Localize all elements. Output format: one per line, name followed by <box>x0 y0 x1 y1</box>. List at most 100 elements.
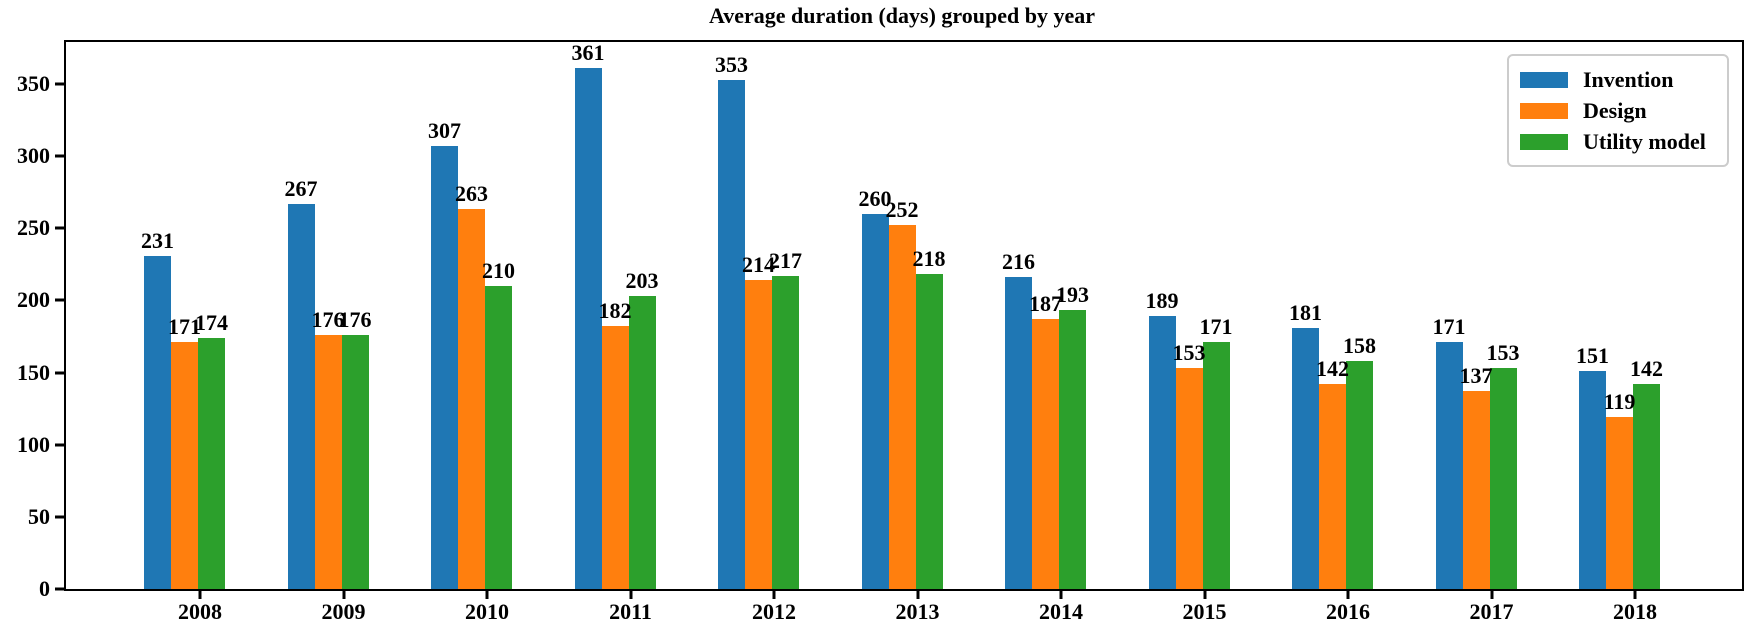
bar-invention-2010 <box>431 146 458 589</box>
bar-value-label: 176 <box>311 307 345 332</box>
bar-value-label: 142 <box>1630 356 1663 381</box>
y-axis-tick <box>55 443 64 447</box>
bar-value-label: 176 <box>338 307 372 332</box>
bar-invention-2017 <box>1435 342 1463 589</box>
bar-invention-2008 <box>144 256 171 589</box>
bar-value-label: 260 <box>858 186 892 211</box>
x-axis-tick <box>916 589 919 599</box>
bar-value-label: 217 <box>769 248 802 273</box>
bar-utility-model-2017 <box>1489 368 1517 589</box>
bar-utility-model-2014 <box>1059 310 1086 589</box>
bar-utility-model-2013 <box>915 274 943 589</box>
bar-design-2012 <box>745 280 772 589</box>
bar-invention-2015 <box>1148 316 1176 589</box>
bar-utility-model-2016 <box>1346 361 1373 589</box>
bar-invention-2016 <box>1292 328 1319 589</box>
bar-design-2018 <box>1606 417 1633 589</box>
bar-design-2008 <box>171 342 198 589</box>
bar-value-label: 231 <box>141 228 174 253</box>
bar-value-label: 353 <box>715 52 748 77</box>
bar-value-label: 214 <box>742 252 775 277</box>
bar-invention-2012 <box>718 80 745 589</box>
bar-value-label: 171 <box>1199 314 1233 339</box>
legend-swatch-invention <box>1520 71 1568 88</box>
bar-design-2017 <box>1462 391 1490 589</box>
y-axis-tick <box>55 226 64 230</box>
bar-value-label: 158 <box>1343 333 1376 358</box>
bar-utility-model-2015 <box>1202 342 1230 589</box>
bar-value-label: 267 <box>284 176 318 201</box>
y-axis-tick <box>55 371 64 374</box>
plot-area: 0 50 100 150 200 250 300 350 2008 2009 2010 2011 201… <box>17 40 1744 624</box>
legend-swatch-design <box>1520 102 1568 119</box>
bar-value-label: 153 <box>1486 340 1520 365</box>
x-tick-label-2014: 2014 <box>1039 599 1083 624</box>
bar-invention-2009 <box>287 204 315 589</box>
x-axis-tick <box>772 589 776 599</box>
x-axis-tick <box>1346 589 1350 599</box>
y-axis-tick <box>55 515 64 519</box>
bar-design-2013 <box>888 225 916 589</box>
bar-invention-2018 <box>1579 371 1606 589</box>
x-tick-label-2017: 2017 <box>1469 599 1514 624</box>
bar-value-label: 218 <box>912 246 946 271</box>
x-tick-label-2016: 2016 <box>1326 599 1370 624</box>
y-tick-label: 250 <box>17 215 50 241</box>
x-axis-tick <box>1633 589 1637 599</box>
bar-value-label: 171 <box>1432 314 1466 339</box>
bar-invention-2013 <box>861 214 889 589</box>
legend-item-design: Design <box>1520 95 1721 126</box>
chart-title: Average duration (days) grouped by year <box>708 3 1095 28</box>
y-tick-label: 300 <box>17 143 50 169</box>
bar-value-label: 187 <box>1029 291 1062 316</box>
y-tick-label: 100 <box>17 431 50 457</box>
bar-value-label: 181 <box>1289 300 1322 325</box>
bar-value-label: 203 <box>625 268 659 293</box>
legend-swatch-utility-model <box>1520 133 1568 150</box>
y-tick-label: 150 <box>17 359 50 385</box>
y-tick-label: 200 <box>17 287 50 313</box>
legend-label-utility-model: Utility model <box>1583 128 1706 154</box>
x-tick-label-2011: 2011 <box>609 599 652 624</box>
x-tick-label-2010: 2010 <box>465 599 509 624</box>
bar-utility-model-2011 <box>628 296 656 589</box>
y-tick-label: 50 <box>28 503 50 529</box>
y-axis-tick <box>55 154 64 158</box>
bar-value-label: 307 <box>428 118 461 143</box>
x-axis-tick <box>1203 589 1206 599</box>
x-tick-label-2013: 2013 <box>895 599 940 624</box>
legend-label-design: Design <box>1583 97 1647 123</box>
bar-value-label: 189 <box>1145 288 1179 313</box>
y-tick-label: 0 <box>39 576 50 601</box>
bar-value-label: 171 <box>168 314 201 339</box>
bar-value-label: 151 <box>1576 343 1609 368</box>
bar-value-label: 119 <box>1603 389 1636 414</box>
x-tick-label-2018: 2018 <box>1613 599 1657 624</box>
bar-utility-model-2009 <box>341 335 369 589</box>
bar-value-label: 137 <box>1459 363 1493 388</box>
legend-item-invention: Invention <box>1520 64 1721 95</box>
bar-design-2014 <box>1032 319 1059 589</box>
bar-value-label: 153 <box>1172 340 1206 365</box>
x-axis-tick <box>485 589 489 599</box>
y-axis-tick <box>55 82 64 86</box>
x-axis-tick <box>629 589 632 599</box>
bar-utility-model-2018 <box>1633 384 1660 589</box>
bar-design-2010 <box>458 209 485 589</box>
x-tick-label-2015: 2015 <box>1182 599 1227 624</box>
bar-design-2011 <box>601 326 629 589</box>
y-axis-tick <box>55 587 64 591</box>
legend-item-utility-model: Utility model <box>1520 126 1721 157</box>
y-tick-label: 350 <box>17 70 50 96</box>
bar-value-label: 210 <box>482 258 515 283</box>
legend-label-invention: Invention <box>1583 66 1674 92</box>
x-tick-label-2008: 2008 <box>178 599 222 624</box>
bar-value-label: 193 <box>1056 282 1089 307</box>
bar-invention-2014 <box>1005 277 1032 589</box>
x-axis-tick <box>1059 589 1063 599</box>
bar-value-label: 174 <box>195 310 228 335</box>
bar-value-label: 361 <box>571 40 605 65</box>
y-axis-tick <box>55 298 64 302</box>
x-tick-label-2012: 2012 <box>752 599 796 624</box>
